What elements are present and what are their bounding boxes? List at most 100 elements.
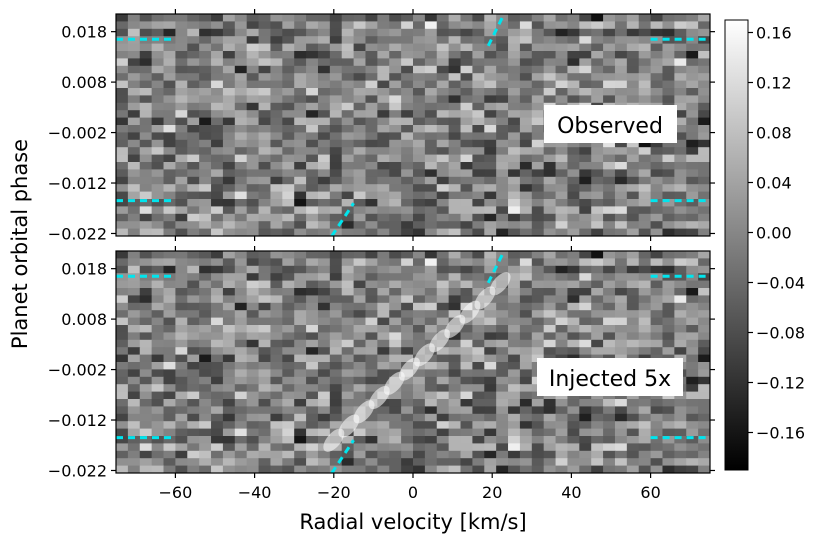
- heatmap-cell: [175, 406, 188, 415]
- heatmap-cell: [531, 310, 545, 319]
- heatmap-cell: [662, 213, 675, 222]
- heatmap-cell: [116, 436, 129, 444]
- heatmap-cell: [472, 80, 485, 89]
- heatmap-cell: [531, 221, 545, 230]
- heatmap-cell: [151, 302, 165, 311]
- heatmap-cell: [365, 465, 378, 474]
- heatmap-cell: [472, 36, 485, 45]
- heatmap-cell: [222, 332, 236, 341]
- heatmap-cell: [579, 14, 592, 22]
- heatmap-cell: [603, 347, 616, 356]
- heatmap-cell: [472, 184, 485, 193]
- heatmap-cell: [698, 458, 711, 467]
- heatmap-cell: [413, 221, 426, 230]
- heatmap-cell: [175, 213, 188, 222]
- heatmap-cell: [139, 280, 153, 289]
- heatmap-cell: [472, 450, 485, 459]
- heatmap-cell: [567, 458, 580, 467]
- heatmap-cell: [686, 14, 699, 22]
- heatmap-cell: [614, 302, 628, 311]
- heatmap-cell: [638, 273, 652, 282]
- heatmap-cell: [543, 65, 557, 74]
- heatmap-cell: [389, 65, 402, 74]
- heatmap-cell: [650, 302, 663, 311]
- heatmap-cell: [472, 51, 485, 59]
- heatmap-cell: [543, 147, 557, 156]
- heatmap-cell: [591, 465, 604, 474]
- heatmap-cell: [401, 421, 414, 430]
- heatmap-cell: [222, 132, 236, 141]
- heatmap-cell: [139, 421, 153, 430]
- heatmap-cell: [484, 265, 497, 274]
- heatmap-cell: [163, 325, 176, 333]
- heatmap-cell: [270, 88, 283, 96]
- heatmap-cell: [199, 102, 212, 111]
- heatmap-cell: [139, 154, 153, 163]
- heatmap-cell: [163, 258, 176, 267]
- heatmap-cell: [662, 413, 675, 422]
- heatmap-cell: [424, 384, 438, 393]
- heatmap-cell: [341, 117, 355, 126]
- heatmap-cell: [306, 184, 319, 193]
- heatmap-cell: [116, 362, 129, 370]
- heatmap-cell: [531, 273, 545, 282]
- heatmap-cell: [222, 102, 236, 111]
- heatmap-cell: [508, 191, 521, 200]
- heatmap-cell: [496, 14, 509, 22]
- heatmap-cell: [222, 213, 236, 222]
- heatmap-cell: [686, 376, 699, 385]
- heatmap-cell: [175, 110, 188, 119]
- heatmap-cell: [460, 28, 473, 37]
- heatmap-cell: [519, 376, 533, 385]
- heatmap-cell: [519, 125, 533, 133]
- heatmap-cell: [460, 162, 473, 170]
- heatmap-cell: [591, 162, 604, 170]
- heatmap-cell: [377, 221, 390, 230]
- heatmap-cell: [626, 317, 640, 326]
- heatmap-cell: [116, 265, 129, 274]
- heatmap-cell: [306, 428, 319, 437]
- heatmap-cell: [472, 443, 485, 452]
- heatmap-cell: [127, 258, 141, 267]
- heatmap-cell: [163, 421, 176, 430]
- heatmap-cell: [496, 406, 509, 415]
- heatmap-cell: [519, 436, 533, 444]
- heatmap-cell: [638, 465, 652, 474]
- heatmap-cell: [519, 36, 533, 45]
- heatmap-cell: [686, 73, 699, 82]
- heatmap-cell: [674, 280, 687, 289]
- heatmap-cell: [698, 339, 711, 348]
- heatmap-cell: [306, 458, 319, 467]
- heatmap-cell: [222, 399, 236, 407]
- heatmap-cell: [614, 347, 628, 356]
- heatmap-cell: [341, 80, 355, 89]
- heatmap-cell: [175, 317, 188, 326]
- heatmap-cell: [614, 80, 628, 89]
- heatmap-cell: [674, 325, 687, 333]
- heatmap-cell: [246, 199, 260, 207]
- heatmap-cell: [116, 391, 129, 400]
- heatmap-cell: [579, 458, 592, 467]
- heatmap-cell: [341, 251, 355, 259]
- heatmap-cell: [234, 273, 248, 282]
- heatmap-cell: [579, 169, 592, 178]
- heatmap-cell: [519, 73, 533, 82]
- y-tick-label: 0.018: [61, 260, 107, 279]
- heatmap-cell: [306, 413, 319, 422]
- heatmap-cell: [674, 139, 687, 148]
- heatmap-cell: [211, 139, 224, 148]
- heatmap-cell: [175, 58, 188, 67]
- heatmap-cell: [151, 332, 165, 341]
- heatmap-cell: [163, 369, 176, 378]
- heatmap-cell: [222, 384, 236, 393]
- heatmap-cell: [674, 458, 687, 467]
- heatmap-cell: [246, 458, 260, 467]
- heatmap-cell: [163, 125, 176, 133]
- heatmap-cell: [353, 443, 366, 452]
- heatmap-cell: [246, 117, 260, 126]
- heatmap-cell: [686, 251, 699, 259]
- heatmap-cell: [258, 339, 271, 348]
- heatmap-cell: [282, 458, 295, 467]
- heatmap-cell: [650, 154, 663, 163]
- heatmap-cell: [258, 154, 271, 163]
